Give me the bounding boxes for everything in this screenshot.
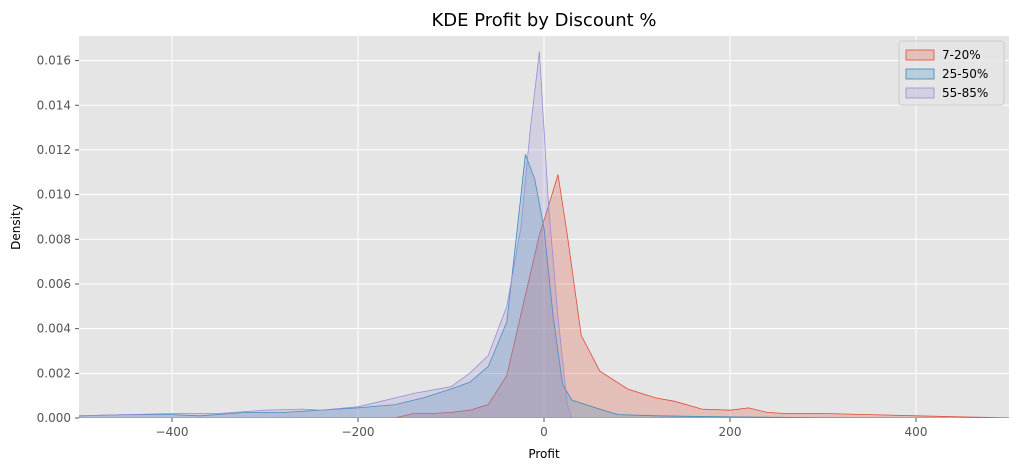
y-tick-label: 0.000 bbox=[37, 411, 71, 425]
legend-swatch bbox=[905, 87, 935, 99]
axis-ticks: −400 −200 0 200 400 0.000 0.002 0.004 0.006 0.008… bbox=[37, 54, 928, 439]
x-tick-label: 0 bbox=[540, 425, 548, 439]
y-tick-label: 0.012 bbox=[37, 143, 71, 157]
x-tick-label: −200 bbox=[342, 425, 375, 439]
x-tick-label: 200 bbox=[719, 425, 742, 439]
legend: 7-20% 25-50% 55-85% bbox=[898, 40, 1005, 106]
legend-box bbox=[898, 40, 1005, 106]
legend-swatch bbox=[905, 49, 935, 61]
y-axis-label: Density bbox=[9, 204, 23, 250]
x-tick-label: −400 bbox=[156, 425, 189, 439]
series-area-3 bbox=[79, 51, 1009, 418]
legend-label: 25-50% bbox=[942, 67, 988, 81]
y-tick-label: 0.014 bbox=[37, 98, 71, 112]
legend-swatch bbox=[905, 68, 935, 80]
y-tick-label: 0.004 bbox=[37, 322, 71, 336]
y-tick-label: 0.006 bbox=[37, 277, 71, 291]
series-area-1 bbox=[79, 174, 1009, 418]
chart-title: KDE Profit by Discount % bbox=[431, 10, 656, 31]
y-tick-label: 0.010 bbox=[37, 188, 71, 202]
y-tick-label: 0.002 bbox=[37, 366, 71, 380]
grid-lines bbox=[79, 36, 1009, 419]
x-tick-label: 400 bbox=[905, 425, 928, 439]
y-tick-label: 0.016 bbox=[37, 54, 71, 68]
legend-label: 7-20% bbox=[942, 48, 981, 62]
series-areas bbox=[79, 51, 1009, 418]
x-axis-label: Profit bbox=[528, 447, 560, 461]
y-tick-label: 0.008 bbox=[37, 232, 71, 246]
legend-label: 55-85% bbox=[942, 86, 988, 100]
